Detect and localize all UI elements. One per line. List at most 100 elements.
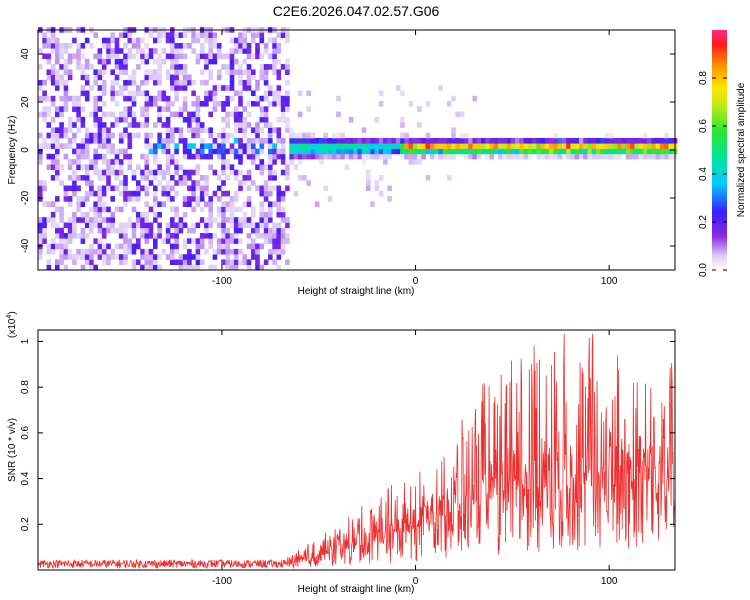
spectrogram-cell <box>280 243 286 250</box>
spectrogram-cell <box>268 233 273 239</box>
spectrogram-cell <box>208 222 213 229</box>
spectrogram-cell <box>664 153 669 160</box>
spectrogram-cell <box>101 90 107 97</box>
spectrogram-cell <box>157 254 162 260</box>
spectrogram-cell <box>114 48 120 54</box>
spectrogram-cell <box>515 143 520 149</box>
spectrogram-cell <box>157 169 162 176</box>
spectrogram-cell <box>251 222 256 229</box>
spectrogram-cell <box>259 69 265 75</box>
spectrogram-cell <box>42 53 47 60</box>
spectrogram-cell <box>80 211 86 218</box>
spectrogram-cell <box>208 211 213 218</box>
spectrogram-cell <box>55 143 60 149</box>
spectrogram-cell <box>246 259 252 265</box>
spectrogram-cell <box>170 159 175 165</box>
spectrogram-cell <box>195 222 201 229</box>
spectrogram-cell <box>216 238 222 244</box>
spectrogram-cell <box>89 217 94 223</box>
spectrogram-cell <box>212 254 218 260</box>
spectrogram-cell <box>157 79 162 86</box>
spectrogram-cell <box>438 85 443 91</box>
snr-xtick-label: 0 <box>413 576 419 587</box>
spectrogram-cell <box>216 222 222 229</box>
spectrogram-cell <box>80 153 86 160</box>
spectrogram-cell <box>408 148 414 155</box>
spectrogram-cell <box>118 190 124 197</box>
spectrogram-cell <box>268 227 273 234</box>
spectrogram-cell <box>76 159 81 165</box>
spectrogram-cell <box>199 243 205 250</box>
spectrogram-cell <box>89 164 94 170</box>
spectrogram-cell <box>276 196 282 202</box>
spectrogram-cell <box>148 254 154 260</box>
spectrogram-cell <box>110 254 115 260</box>
spectrogram-cell <box>387 153 392 160</box>
spectrogram-cell <box>216 48 222 54</box>
spectrogram-cell <box>59 243 64 250</box>
spectrogram-cell <box>76 43 81 49</box>
spectrogram-cell <box>357 153 363 160</box>
spectrogram-cell <box>370 138 375 144</box>
spectrogram-cell <box>165 153 171 160</box>
spectrogram-cell <box>212 233 218 239</box>
spectrogram-cell <box>165 169 171 176</box>
spectrogram-cell <box>97 106 103 112</box>
spectrogram-cell <box>204 127 209 133</box>
spectrogram-cell <box>242 222 248 229</box>
spectrogram-cell <box>221 143 226 149</box>
spectrogram-cell <box>664 148 669 155</box>
spectrogram-cell <box>549 138 554 144</box>
spectrogram-cell <box>144 143 150 149</box>
spectrogram-cell <box>46 122 52 128</box>
spectrogram-cell <box>59 217 64 223</box>
spectrogram-cell <box>118 32 124 38</box>
spectrogram-cell <box>38 233 43 239</box>
spectrogram-cell <box>140 169 145 176</box>
spectrogram-cell <box>67 175 73 181</box>
spectrogram-cell <box>50 164 56 170</box>
spectrogram-cell <box>285 37 290 44</box>
spectrogram-cell <box>446 175 452 181</box>
spectrogram-cell <box>123 32 128 38</box>
spectrogram-cell <box>246 111 252 118</box>
spectrogram-cell <box>259 127 265 133</box>
spectrogram-cell <box>144 211 150 218</box>
spectrogram-cell <box>604 138 610 144</box>
spectrogram-cell <box>101 259 107 265</box>
spectrogram-cell <box>63 190 69 197</box>
spectrogram-cell <box>136 217 141 223</box>
spectrogram-cell <box>246 74 252 81</box>
spectrogram-cell <box>157 143 162 149</box>
spectrogram-cell <box>110 227 115 234</box>
spectrogram-cell <box>280 159 286 165</box>
spectrogram-cell <box>59 64 64 70</box>
spectrogram-cell <box>285 233 290 239</box>
spectrogram-cell <box>502 153 507 160</box>
spectrogram-cell <box>464 148 469 155</box>
spectrogram-cell <box>204 64 209 70</box>
spectrogram-cell <box>106 169 111 176</box>
spectrogram-cell <box>425 175 431 181</box>
spectrogram-cell <box>67 185 73 192</box>
spectrogram-cell <box>387 138 392 144</box>
spectrogram-cell <box>280 111 286 118</box>
spectrogram-cell <box>199 238 205 244</box>
spectrogram-cell <box>498 143 503 149</box>
spectrogram-cell <box>182 211 188 218</box>
spectrogram-cell <box>515 138 520 144</box>
spectrogram-cell <box>272 233 277 239</box>
spectrogram-cell <box>55 132 60 139</box>
spectrogram-cell <box>519 143 524 149</box>
spectrogram-cell <box>127 111 133 118</box>
spectrogram-cell <box>608 153 614 160</box>
spectrogram-cell <box>84 259 90 265</box>
spectrogram-cell <box>118 69 124 75</box>
spectrogram-cell <box>306 180 311 186</box>
spectrogram-cell <box>485 143 490 149</box>
spectrogram-cell <box>591 153 597 160</box>
spectrogram-cell <box>519 138 524 144</box>
spectrogram-cell <box>38 79 43 86</box>
spectrogram-cell <box>80 254 86 260</box>
spectrogram-cell <box>336 143 341 149</box>
